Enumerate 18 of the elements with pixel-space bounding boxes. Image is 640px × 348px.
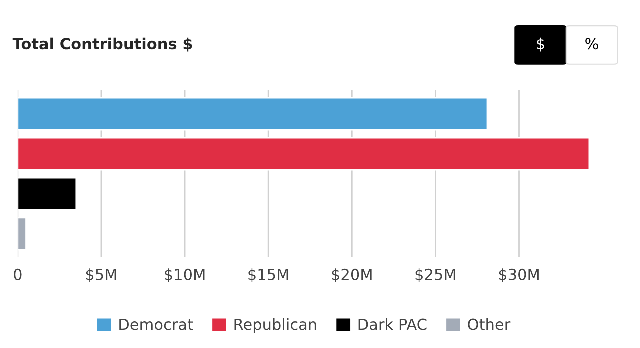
legend-label: Republican — [234, 318, 316, 334]
text: % — [586, 38, 598, 50]
bar — [18, 137, 590, 171]
x-tick-label: $30M — [499, 268, 539, 282]
chart-title: Total Contributions $ — [12, 38, 192, 52]
legend-label: Other — [468, 318, 511, 330]
x-tick-label: $5M — [86, 268, 116, 282]
bar — [18, 97, 488, 131]
x-tick-label: $25M — [416, 268, 456, 282]
x-tick-label: $10M — [165, 268, 205, 282]
legend-label: Democrat — [120, 318, 194, 330]
bar — [18, 217, 27, 251]
x-tick-label: $15M — [248, 268, 288, 282]
x-tick-label: 0 — [14, 268, 22, 280]
text: $ — [537, 38, 544, 52]
bar — [18, 177, 78, 211]
x-tick-label: $20M — [332, 268, 372, 282]
legend-label: Dark PAC — [358, 318, 427, 330]
